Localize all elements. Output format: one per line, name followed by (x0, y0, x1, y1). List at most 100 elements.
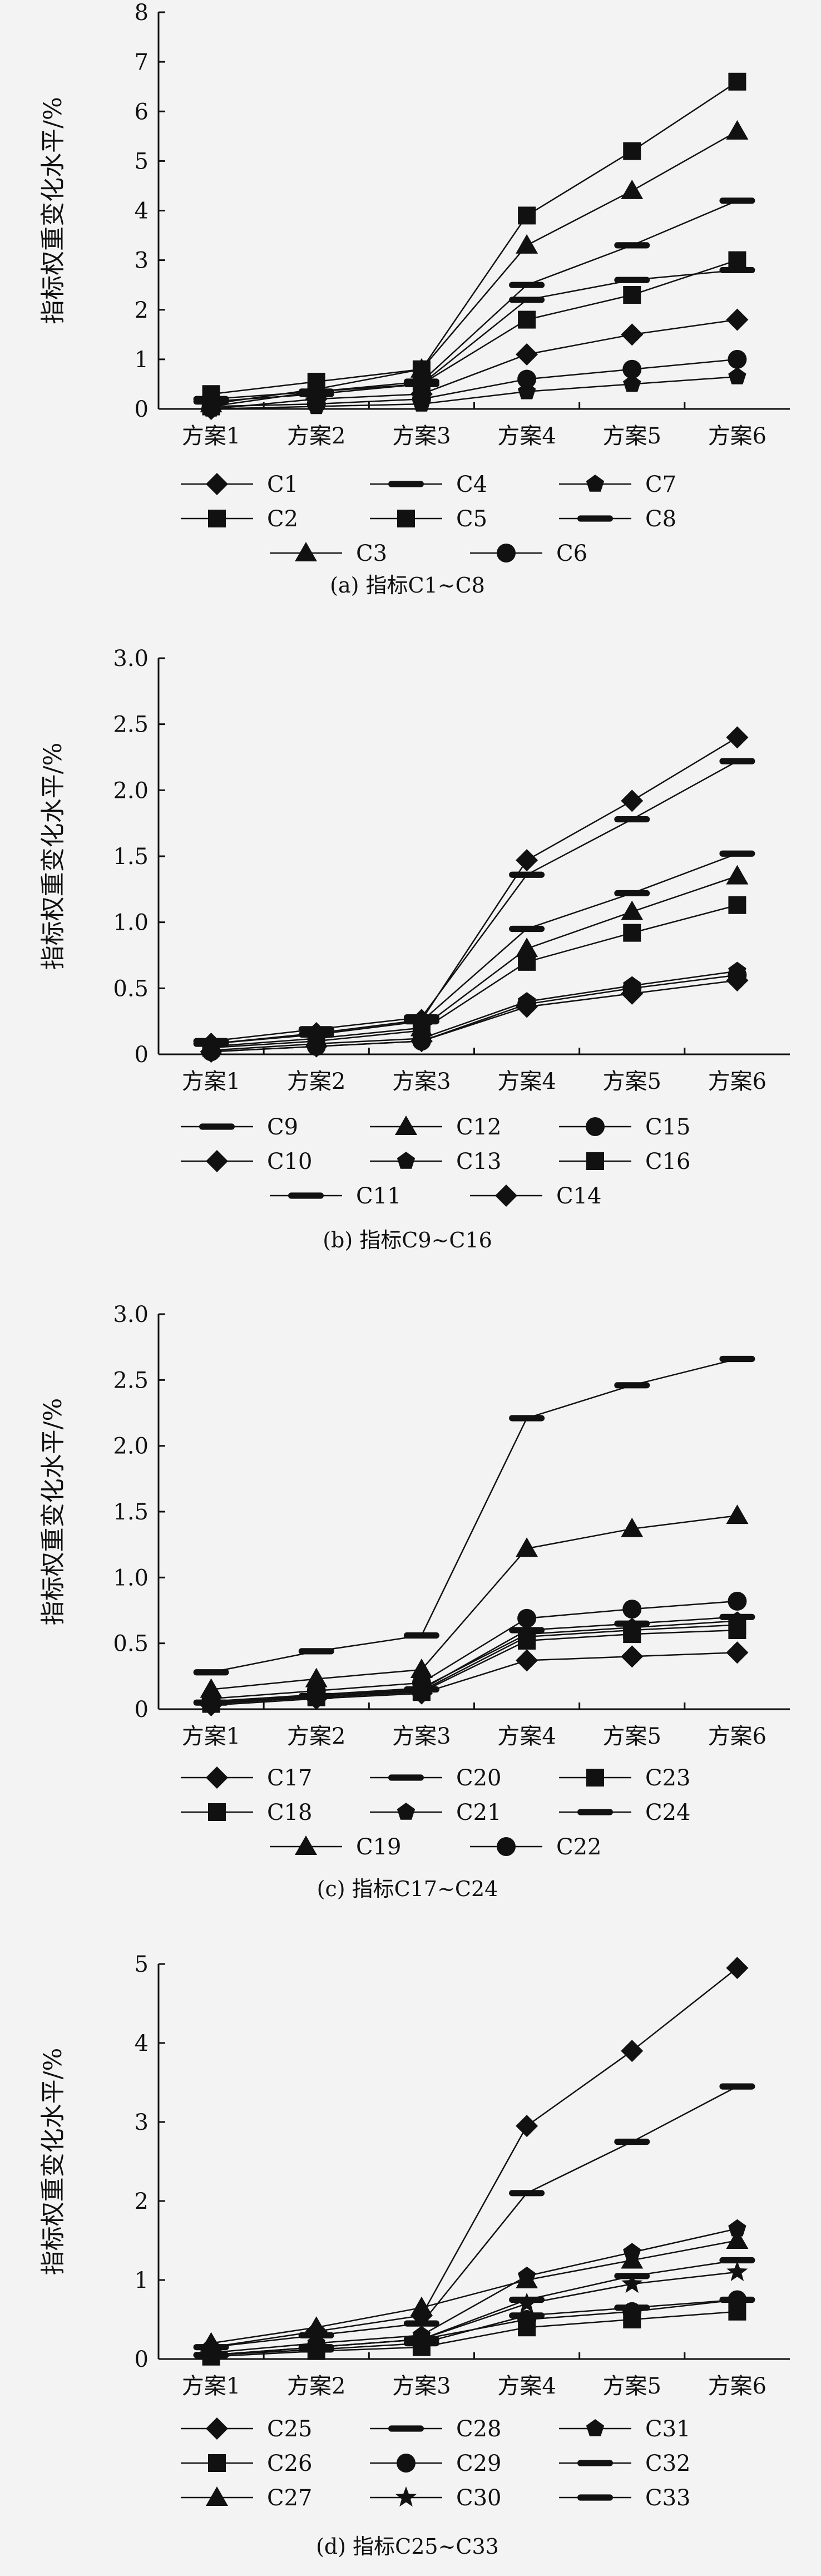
legend-label-C16: C16 (645, 1149, 691, 1175)
legend-label-C19: C19 (356, 1834, 402, 1860)
series-line-C15 (211, 974, 738, 1053)
y-tick-label: 0 (135, 1697, 149, 1723)
series-line-C23 (211, 1629, 738, 1705)
y-tick-label: 4 (135, 2031, 149, 2056)
legend-marker-C3 (295, 542, 317, 561)
legend-label-C28: C28 (456, 2416, 502, 2442)
series-line-C28 (211, 2085, 738, 2348)
data-point-C7 (412, 394, 431, 412)
legend-marker-C7 (586, 475, 605, 492)
y-tick-label: 0 (135, 1042, 149, 1068)
legend-label-C17: C17 (267, 1765, 313, 1791)
data-point-C16 (412, 1021, 431, 1040)
legend-label-C31: C31 (645, 2416, 691, 2442)
series-line-C18 (211, 1624, 738, 1704)
data-point-C1 (516, 343, 538, 366)
data-point-C24 (403, 1686, 439, 1693)
data-point-C16 (728, 896, 746, 914)
series-line-C22 (211, 1600, 738, 1700)
data-point-C22 (517, 1608, 537, 1628)
series-line-C24 (211, 1616, 738, 1704)
series-line-C16 (211, 904, 738, 1049)
legend-label-C5: C5 (456, 506, 487, 532)
data-point-C31 (517, 2266, 536, 2284)
data-point-C3 (726, 120, 749, 140)
x-tick-label: 方案4 (497, 1069, 556, 1094)
y-tick-label: 1 (135, 2268, 149, 2293)
data-point-C2 (518, 310, 536, 329)
y-axis-label: 指标权重变化水平/% (39, 2048, 67, 2276)
y-axis-label: 指标权重变化水平/% (39, 1398, 67, 1626)
data-point-C4 (719, 198, 755, 204)
legend-marker-C15 (586, 1117, 605, 1136)
legend-marker-C17 (206, 1766, 228, 1789)
x-tick-label: 方案5 (603, 1724, 661, 1749)
x-tick-label: 方案4 (497, 423, 556, 449)
series-line-C29 (211, 2299, 738, 2356)
data-point-C25 (621, 2040, 644, 2062)
data-point-C24 (193, 1699, 229, 1706)
legend-label-C25: C25 (267, 2416, 313, 2442)
y-tick-label: 1.0 (113, 910, 149, 936)
legend-marker-C6 (497, 544, 516, 562)
data-point-C16 (307, 1032, 325, 1050)
data-point-C33 (193, 2352, 229, 2358)
legend-marker-C20 (388, 1774, 424, 1781)
x-tick-label: 方案2 (287, 1069, 345, 1094)
chart-caption: (b) 指标C9~C16 (323, 1228, 492, 1252)
series-line-C32 (211, 2259, 738, 2356)
y-tick-label: 4 (135, 199, 149, 224)
data-point-C33 (403, 2340, 439, 2347)
data-point-C6 (622, 359, 642, 379)
legend-label-C4: C4 (456, 472, 487, 497)
series-line-C4 (211, 200, 738, 400)
data-point-C28 (403, 2320, 439, 2327)
y-tick-label: 0 (135, 2347, 149, 2372)
legend-label-C24: C24 (645, 1800, 691, 1825)
data-point-C15 (517, 994, 537, 1014)
data-point-C16 (623, 924, 641, 942)
legend-label-C7: C7 (645, 472, 676, 497)
legend-marker-C24 (577, 1809, 613, 1815)
data-point-C20 (719, 1355, 755, 1363)
data-point-C19 (410, 1659, 433, 1678)
data-point-C8 (614, 277, 650, 283)
x-tick-label: 方案1 (182, 1069, 240, 1094)
series-line-C3 (211, 130, 738, 405)
legend-marker-C4 (388, 481, 424, 487)
data-point-C9 (509, 925, 545, 932)
x-tick-label: 方案3 (392, 423, 451, 449)
data-point-C11 (614, 816, 650, 823)
y-tick-label: 2.0 (113, 1434, 149, 1459)
y-tick-label: 7 (135, 50, 149, 75)
series-line-C9 (211, 853, 738, 1045)
data-point-C24 (614, 1620, 650, 1627)
y-axis-label: 指标权重变化水平/% (39, 743, 67, 970)
data-point-C31 (728, 2219, 746, 2237)
data-point-C15 (622, 979, 642, 998)
data-point-C5 (623, 142, 641, 160)
data-point-C19 (621, 1517, 644, 1537)
data-point-C2 (728, 251, 746, 269)
legend-label-C13: C13 (456, 1149, 502, 1175)
x-tick-label: 方案6 (708, 2373, 766, 2399)
x-tick-label: 方案6 (708, 423, 766, 449)
legend-marker-C27 (206, 2486, 228, 2506)
data-point-C7 (623, 374, 641, 392)
data-point-C24 (509, 1627, 545, 1634)
series-line-C31 (211, 2228, 738, 2353)
y-tick-label: 1.5 (113, 1499, 149, 1525)
legend-marker-C22 (497, 1837, 516, 1856)
chart-panel-4: 0 1 2 3 4 5 方案1 方案2 方案3 方案4 方案5 方案6 指标权重变化水平/% C25 C28… (39, 1952, 790, 2559)
legend-marker-C21 (397, 1803, 416, 1820)
data-point-C10 (516, 849, 538, 872)
y-tick-label: 2 (135, 2189, 149, 2214)
y-tick-label: 3 (135, 248, 149, 274)
x-tick-label: 方案5 (603, 2373, 661, 2399)
data-point-C7 (517, 382, 536, 399)
legend-label-C15: C15 (645, 1114, 691, 1140)
data-point-C9 (614, 890, 650, 897)
legend-label-C1: C1 (267, 472, 298, 497)
y-tick-label: 3.0 (113, 646, 149, 672)
data-point-C32 (614, 2273, 650, 2279)
